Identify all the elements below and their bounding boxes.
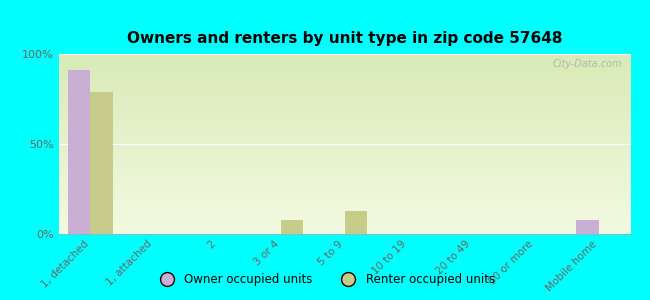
Bar [344,211,367,234]
Text: City-Data.com: City-Data.com [552,59,622,69]
Bar [68,70,90,234]
Bar [90,92,112,234]
Bar [281,220,303,234]
Bar [577,220,599,234]
Legend: Owner occupied units, Renter occupied units: Owner occupied units, Renter occupied un… [150,269,500,291]
Title: Owners and renters by unit type in zip code 57648: Owners and renters by unit type in zip c… [127,31,562,46]
